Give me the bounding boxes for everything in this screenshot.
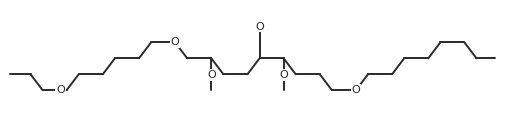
Text: O: O [56, 85, 65, 95]
Text: O: O [351, 85, 361, 95]
Text: O: O [279, 70, 288, 80]
Text: O: O [171, 37, 180, 47]
Text: O: O [207, 70, 216, 80]
Text: O: O [255, 21, 264, 32]
